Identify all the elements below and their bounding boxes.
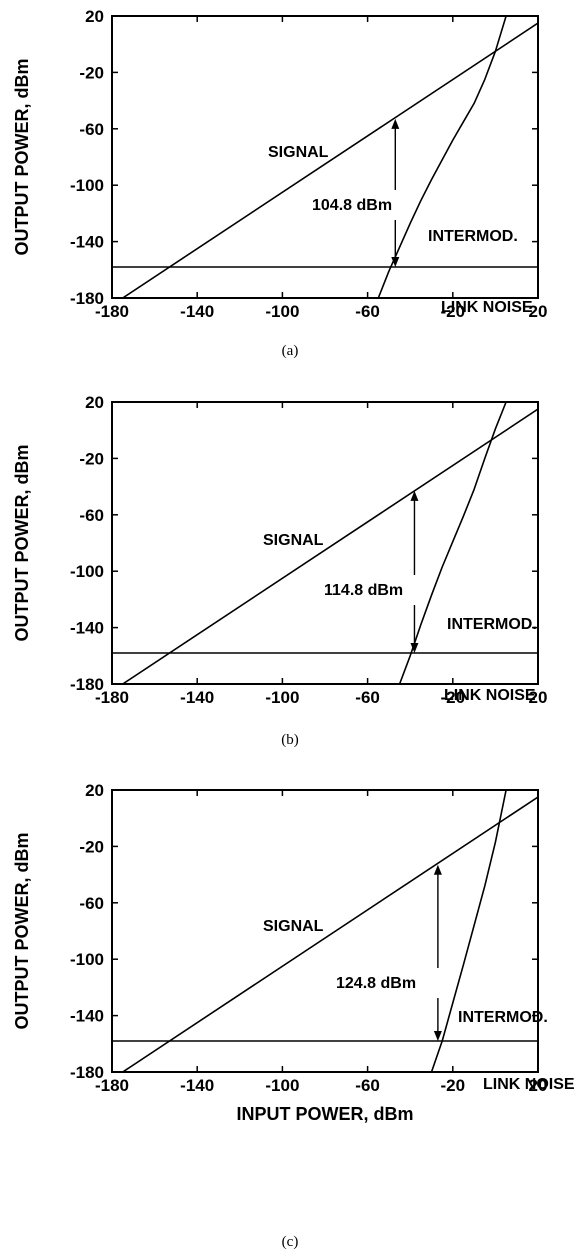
- arrowhead-up: [410, 490, 419, 501]
- series-line-intermod: [398, 402, 507, 684]
- plot-frame: [111, 401, 539, 685]
- x-tick-label: -20: [441, 1076, 466, 1095]
- signal-label: SIGNAL: [263, 918, 324, 935]
- y-tick-label: 20: [85, 781, 104, 800]
- signal-label: SIGNAL: [268, 144, 329, 161]
- y-tick-label: -180: [70, 675, 104, 694]
- y-axis-title: OUTPUT POWER, dBm: [12, 445, 32, 642]
- x-tick-label: -180: [95, 1076, 129, 1095]
- y-tick-label: -20: [79, 449, 104, 468]
- y-axis-title: OUTPUT POWER, dBm: [12, 59, 32, 256]
- dynamic-range-label: 104.8 dBm: [312, 197, 392, 214]
- plot-area: [112, 16, 538, 298]
- x-tick-label: 20: [529, 688, 548, 707]
- intermod-label: INTERMOD.: [447, 616, 537, 633]
- plot-area: [112, 402, 538, 684]
- y-tick-label: -20: [79, 63, 104, 82]
- arrowhead-down: [391, 256, 400, 267]
- arrowhead-up: [391, 118, 400, 129]
- arrowhead-up: [433, 864, 442, 875]
- plot-area: [112, 790, 538, 1072]
- x-tick-label: -100: [265, 302, 299, 321]
- y-tick-label: -180: [70, 289, 104, 308]
- link-noise-label: LINK NOISE: [441, 299, 533, 316]
- x-tick-label: -60: [355, 688, 380, 707]
- y-tick-label: -100: [70, 562, 104, 581]
- chart-panel-c: 20 -20 -60 -100 -140 -180-180 -140 -100 -60 -20 20…: [12, 781, 575, 1250]
- y-tick-label: -100: [70, 950, 104, 969]
- y-axis-title: OUTPUT POWER, dBm: [12, 833, 32, 1030]
- intermod-label: INTERMOD.: [428, 228, 518, 245]
- link-noise-label: LINK NOISE: [483, 1076, 575, 1093]
- dynamic-range-label: 114.8 dBm: [324, 582, 403, 599]
- dynamic-range-label: 124.8 dBm: [336, 975, 416, 992]
- series-line-signal: [122, 408, 538, 684]
- x-tick-label: -180: [95, 302, 129, 321]
- x-tick-label: -140: [180, 1076, 214, 1095]
- x-tick-label: -140: [180, 302, 214, 321]
- arrowhead-down: [410, 642, 419, 653]
- y-tick-label: -60: [79, 120, 104, 139]
- y-tick-label: -180: [70, 1063, 104, 1082]
- x-tick-label: -20: [441, 302, 466, 321]
- signal-label: SIGNAL: [263, 532, 324, 549]
- y-tick-label: -140: [70, 233, 104, 252]
- x-tick-label: -60: [355, 302, 380, 321]
- y-tick-label: -20: [79, 837, 104, 856]
- chart-panel-a: 20 -20 -60 -100 -140 -180-180 -140 -100 -60 -20 20…: [12, 7, 547, 359]
- y-tick-label: -140: [70, 1007, 104, 1026]
- y-tick-label: 20: [85, 393, 104, 412]
- x-tick-label: -60: [355, 1076, 380, 1095]
- y-tick-label: -60: [79, 894, 104, 913]
- panel-caption: (a): [282, 343, 299, 359]
- x-axis-title: INPUT POWER, dBm: [236, 1104, 413, 1124]
- x-tick-label: 20: [529, 302, 548, 321]
- y-tick-label: -140: [70, 619, 104, 638]
- intermod-label: INTERMOD.: [458, 1009, 548, 1026]
- chart-panel-b: 20 -20 -60 -100 -140 -180-180 -140 -100 -60 -20 20…: [12, 393, 547, 748]
- series-line-intermod: [430, 790, 507, 1072]
- y-tick-label: 20: [85, 7, 104, 26]
- series-line-signal: [122, 22, 538, 298]
- y-tick-label: -60: [79, 506, 104, 525]
- link-noise-label: LINK NOISE: [444, 687, 536, 704]
- series-line-intermod: [377, 16, 507, 298]
- panel-caption: (b): [281, 732, 299, 748]
- panel-caption: (c): [282, 1234, 299, 1250]
- plot-frame: [111, 789, 539, 1073]
- x-tick-label: -20: [441, 688, 466, 707]
- x-tick-label: -100: [265, 688, 299, 707]
- y-tick-label: -100: [70, 176, 104, 195]
- x-tick-label: -180: [95, 688, 129, 707]
- x-tick-label: -100: [265, 1076, 299, 1095]
- series-line-signal: [122, 796, 538, 1072]
- plot-frame: [111, 15, 539, 299]
- x-tick-label: 20: [529, 1076, 548, 1095]
- arrowhead-down: [433, 1030, 442, 1041]
- x-tick-label: -140: [180, 688, 214, 707]
